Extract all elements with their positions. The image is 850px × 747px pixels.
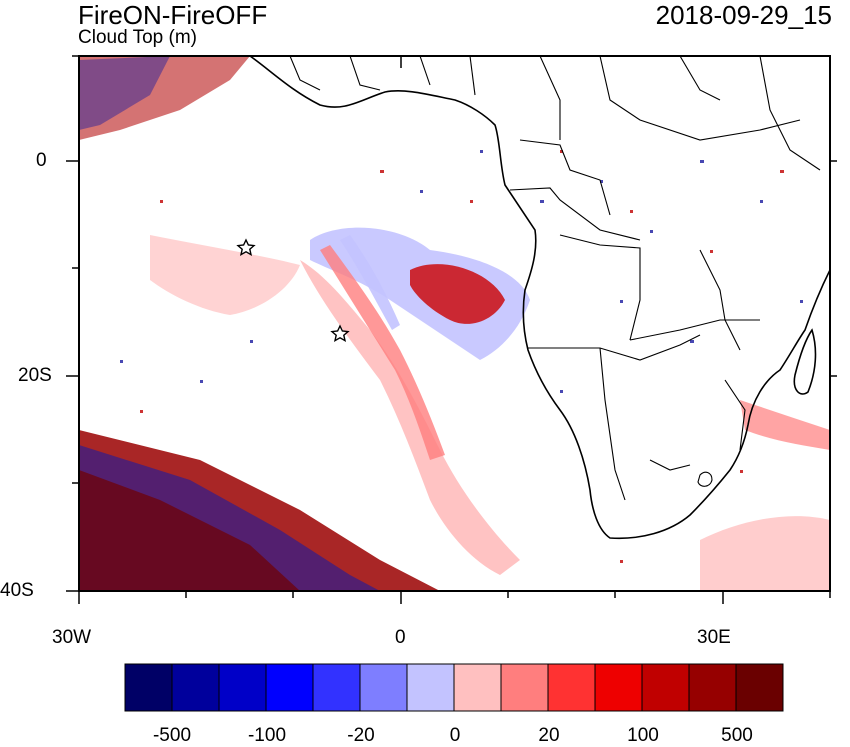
colorbar-swatch — [124, 663, 173, 712]
colorbar-label: -100 — [247, 725, 287, 746]
map-title: FireON-FireOFF — [78, 0, 268, 30]
colorbar — [124, 663, 784, 712]
africa-coastline — [249, 56, 830, 540]
colorbar-swatch — [453, 663, 502, 712]
colorbar-swatch — [359, 663, 408, 712]
star-markers — [236, 238, 350, 342]
anomaly-haze-west — [150, 235, 300, 315]
timestamp: 2018-09-29_15 — [655, 0, 832, 30]
anomaly-field — [79, 56, 830, 591]
colorbar-swatch — [171, 663, 220, 712]
y-tick-label-40s: 40S — [0, 580, 34, 601]
colorbar-swatch — [265, 663, 314, 712]
colorbar-swatch — [500, 663, 549, 712]
y-tick-label-0: 0 — [36, 150, 47, 171]
map-subtitle: Cloud Top (m) — [78, 27, 197, 48]
colorbar-swatch — [688, 663, 737, 712]
madagascar-coastline — [793, 328, 817, 395]
colorbar-label: 500 — [721, 725, 753, 746]
y-tick-label-20s: 20S — [18, 365, 52, 386]
anomaly-cluster-northwest — [79, 56, 250, 140]
anomaly-region-southeast — [700, 516, 830, 591]
country-borders — [289, 56, 821, 501]
colorbar-label: -500 — [152, 725, 192, 746]
colorbar-label: -20 — [347, 725, 375, 746]
colorbar-label: 100 — [627, 725, 659, 746]
colorbar-swatch — [312, 663, 361, 712]
colorbar-swatch — [218, 663, 267, 712]
colorbar-swatch — [547, 663, 596, 712]
x-tick-label-0: 0 — [395, 627, 406, 648]
x-tick-label-30e: 30E — [697, 627, 731, 648]
star-marker-2 — [330, 324, 350, 342]
coastlines — [249, 56, 830, 540]
colorbar-swatch — [641, 663, 690, 712]
x-tick-label-30w: 30W — [52, 627, 92, 648]
axis-ticks — [66, 55, 837, 604]
colorbar-label: 20 — [538, 725, 560, 746]
colorbar-label: 0 — [449, 725, 461, 746]
star-marker-1 — [236, 238, 256, 256]
colorbar-swatch — [735, 663, 784, 712]
colorbar-swatch — [406, 663, 455, 712]
colorbar-swatch — [594, 663, 643, 712]
plot-frame — [78, 55, 831, 592]
